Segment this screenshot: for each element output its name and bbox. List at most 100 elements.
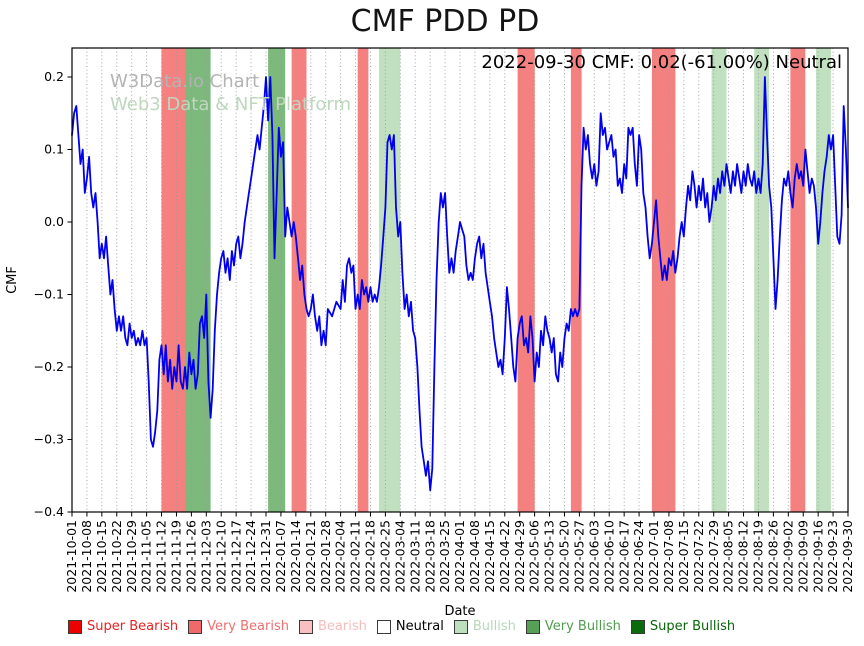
watermark: W3Data.io Chart Web3 Data & NFT Platform xyxy=(110,70,351,116)
legend-label: Bearish xyxy=(317,619,367,634)
x-tick-label: 2021-10-22 xyxy=(109,520,124,593)
legend-swatch xyxy=(68,619,82,634)
legend-label: Bullish xyxy=(472,619,516,634)
x-tick-label: 2021-11-12 xyxy=(154,520,169,593)
x-tick-label: 2022-03-25 xyxy=(437,520,452,593)
signal-band-very_bearish xyxy=(291,48,307,512)
x-tick-label: 2022-04-01 xyxy=(452,520,467,593)
legend-item-super-bullish: Super Bullish xyxy=(630,619,736,634)
legend-label: Super Bullish xyxy=(649,619,736,634)
x-tick-label: 2022-04-22 xyxy=(497,520,512,593)
y-tick-label: −0.1 xyxy=(34,287,64,302)
signal-band-very_bearish xyxy=(357,48,369,512)
cmf-line xyxy=(71,76,849,492)
legend-label: Very Bearish xyxy=(207,619,289,634)
legend-swatch xyxy=(376,619,391,634)
legend-swatch xyxy=(453,619,468,634)
chart-title: CMF PDD PD xyxy=(350,4,540,39)
x-tick-label: 2022-02-04 xyxy=(333,520,348,593)
x-tick-label: 2022-02-25 xyxy=(378,520,393,593)
x-tick-label: 2022-08-05 xyxy=(721,520,736,593)
x-tick-label: 2022-09-16 xyxy=(810,520,825,593)
x-tick-label: 2022-04-15 xyxy=(482,520,497,593)
x-tick-label: 2022-07-22 xyxy=(691,520,706,593)
plot-frame xyxy=(71,47,849,513)
signal-band-very_bearish xyxy=(161,48,185,512)
signal-band-bullish xyxy=(816,48,831,512)
x-tick-label: 2022-06-24 xyxy=(631,520,646,593)
x-tick-label: 2022-08-12 xyxy=(736,520,751,593)
x-tick-label: 2022-01-07 xyxy=(273,520,288,593)
watermark-line1: W3Data.io Chart xyxy=(110,71,260,92)
x-tick-label: 2022-07-08 xyxy=(661,520,676,593)
signal-band-bullish xyxy=(379,48,401,512)
legend-item-very-bearish: Very Bearish xyxy=(188,619,289,634)
legend-item-super-bearish: Super Bearish xyxy=(68,619,178,634)
x-tick-label: 2022-08-26 xyxy=(766,520,781,593)
x-tick-label: 2021-11-05 xyxy=(139,520,154,593)
y-tick-label: 0.2 xyxy=(44,69,64,84)
x-tick-label: 2022-05-06 xyxy=(527,520,542,593)
x-tick-label: 2021-11-19 xyxy=(169,520,184,593)
x-tick-label: 2021-10-01 xyxy=(64,520,79,593)
x-tick-label: 2022-04-08 xyxy=(467,520,482,593)
x-tick-label: 2022-02-18 xyxy=(363,520,378,593)
signal-band-very_bearish xyxy=(790,48,806,512)
signal-band-bullish xyxy=(711,48,727,512)
y-tick-label: −0.3 xyxy=(34,432,64,447)
legend-label: Neutral xyxy=(395,619,444,634)
x-tick-label: 2022-09-09 xyxy=(795,520,810,593)
watermark-line2: Web3 Data & NFT Platform xyxy=(110,94,352,115)
legend-item-bullish: Bullish xyxy=(453,619,516,634)
y-axis-label: CMF xyxy=(5,266,20,294)
x-tick-label: 2022-02-11 xyxy=(348,520,363,593)
x-tick-label: 2021-12-17 xyxy=(228,520,243,593)
signal-band-bullish xyxy=(754,48,770,512)
x-tick-label: 2022-07-15 xyxy=(676,520,691,593)
x-tick-label: 2022-04-29 xyxy=(512,520,527,593)
x-tick-label: 2021-12-03 xyxy=(198,520,213,593)
legend-swatch xyxy=(298,619,313,634)
signal-band-very_bullish xyxy=(185,48,211,512)
x-tick-label: 2022-05-20 xyxy=(557,520,572,593)
x-tick-label: 2021-10-15 xyxy=(94,520,109,593)
x-tick-label: 2022-03-04 xyxy=(392,520,407,593)
legend-swatch xyxy=(630,619,645,634)
x-tick-label: 2022-01-28 xyxy=(318,520,333,593)
y-tick-label: −0.2 xyxy=(34,359,64,374)
x-axis-label: Date xyxy=(444,604,475,619)
x-tick-label: 2021-11-26 xyxy=(184,520,199,593)
legend-swatch xyxy=(525,619,540,634)
x-tick-label: 2022-06-17 xyxy=(616,520,631,593)
x-tick-label: 2022-01-21 xyxy=(303,520,318,593)
x-tick-label: 2022-05-13 xyxy=(542,520,557,593)
legend: Super Bearish Very Bearish Bearish Neutral B… xyxy=(68,619,735,634)
x-tick-label: 2022-07-29 xyxy=(706,520,721,593)
x-tick-label: 2022-09-02 xyxy=(780,520,795,593)
x-tick-label: 2021-12-24 xyxy=(243,520,258,593)
x-tick-label: 2022-06-10 xyxy=(601,520,616,593)
x-tick-label: 2021-12-31 xyxy=(258,520,273,593)
x-tick-label: 2022-06-03 xyxy=(586,520,601,593)
x-tick-label: 2022-09-23 xyxy=(825,520,840,593)
y-tick-label: −0.4 xyxy=(34,504,64,519)
y-tick-label: 0.0 xyxy=(44,214,64,229)
legend-item-very-bullish: Very Bullish xyxy=(525,619,621,634)
legend-item-neutral: Neutral xyxy=(376,619,444,634)
x-tick-label: 2022-07-01 xyxy=(646,520,661,593)
signal-band-very_bearish xyxy=(570,48,582,512)
legend-item-bearish: Bearish xyxy=(298,619,367,634)
x-tick-label: 2022-01-14 xyxy=(288,520,303,593)
signal-band-very_bullish xyxy=(268,48,286,512)
y-tick-label: 0.1 xyxy=(44,142,64,157)
signal-band-very_bearish xyxy=(517,48,535,512)
legend-label: Super Bearish xyxy=(87,619,179,634)
x-tick-label: 2021-10-08 xyxy=(79,520,94,593)
x-tick-label: 2022-08-19 xyxy=(751,520,766,593)
x-tick-label: 2022-03-18 xyxy=(422,520,437,593)
x-tick-label: 2021-12-10 xyxy=(213,520,228,593)
x-tick-label: 2022-03-11 xyxy=(407,520,422,593)
signal-band-very_bearish xyxy=(651,48,676,512)
